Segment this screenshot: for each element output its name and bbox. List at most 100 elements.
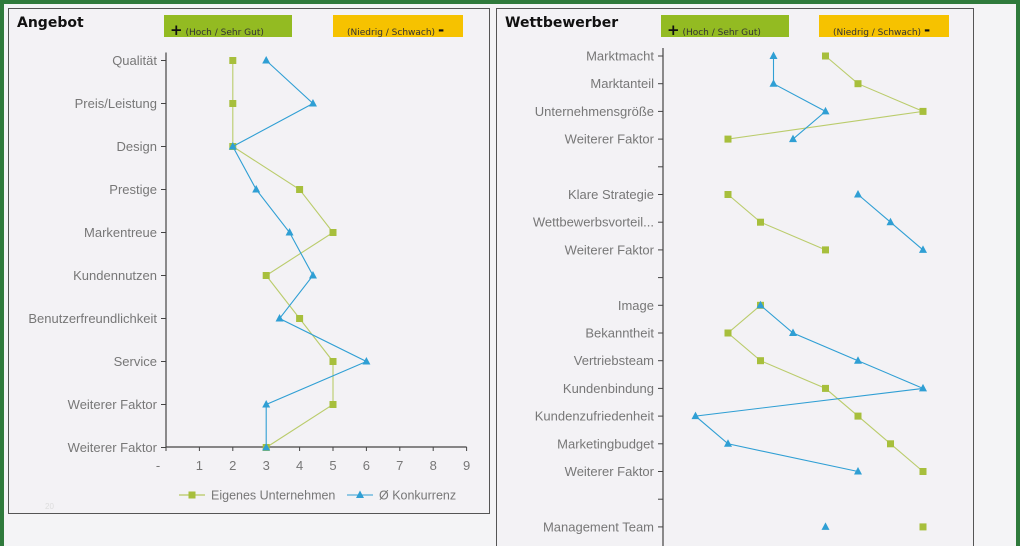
- square-marker: [887, 440, 894, 448]
- x-tick-label: 9: [463, 458, 470, 473]
- x-tick-label: 7: [396, 458, 403, 473]
- triangle-marker: [789, 328, 797, 336]
- chart-title: Angebot: [17, 15, 84, 31]
- category-label: Preis/Leistung: [75, 96, 157, 111]
- x-tick-label: 3: [263, 458, 270, 473]
- triangle-marker: [228, 142, 237, 150]
- triangle-marker: [854, 356, 862, 364]
- series-line: [232, 60, 368, 448]
- minus-badge: (Niedrig / Schwach) -: [333, 15, 463, 37]
- series-line: [727, 194, 826, 251]
- category-label: Unternehmensgröße: [535, 104, 654, 119]
- square-marker: [296, 186, 304, 193]
- category-label: Marktanteil: [590, 76, 654, 91]
- category-label: Markentreue: [84, 225, 157, 240]
- triangle-marker: [821, 522, 830, 530]
- category-label: Weiterer Faktor: [68, 397, 158, 412]
- x-tick-label: -: [156, 458, 160, 473]
- watermark: 20: [45, 502, 54, 511]
- plus-icon: +: [170, 21, 183, 37]
- wettbewerber-panel: Marktmacht Marktanteil Unternehmensgröße We…: [496, 8, 974, 546]
- chart-title: Wettbewerber: [505, 15, 619, 31]
- triangle-marker: [691, 411, 700, 420]
- minus-badge-label: (Niedrig / Schwach): [833, 28, 922, 37]
- plus-badge: + (Hoch / Sehr Gut): [164, 15, 292, 37]
- triangle-marker: [919, 245, 927, 253]
- legend-label: Ø Konkurrenz: [379, 489, 456, 503]
- minus-icon: -: [437, 21, 445, 37]
- category-label: Prestige: [109, 182, 157, 197]
- square-marker: [919, 107, 927, 115]
- category-label: Design: [117, 139, 157, 154]
- series-line: [772, 56, 827, 140]
- category-label: Image: [618, 298, 654, 313]
- category-label: Kundenzufriedenheit: [535, 409, 655, 424]
- triangle-marker: [262, 443, 271, 451]
- category-label: Weiterer Faktor: [565, 242, 655, 257]
- category-label: Marktmacht: [586, 49, 654, 64]
- minus-badge: (Niedrig / Schwach) -: [819, 15, 949, 37]
- triangle-marker: [262, 400, 271, 408]
- category-label: Vertriebsteam: [574, 353, 654, 368]
- triangle-marker: [919, 383, 927, 392]
- category-label: Wettbewerbsvorteil...: [533, 215, 654, 230]
- x-tick-label: 5: [329, 458, 336, 473]
- category-label: Marketingbudget: [557, 436, 654, 451]
- plus-badge: + (Hoch / Sehr Gut): [661, 15, 789, 37]
- category-label: Service: [114, 354, 157, 369]
- square-marker: [329, 229, 337, 236]
- triangle-marker: [308, 99, 317, 107]
- square-marker: [724, 191, 732, 198]
- series-line: [232, 60, 334, 448]
- square-marker: [919, 468, 927, 475]
- triangle-marker: [724, 439, 732, 447]
- x-tick-label: 2: [229, 458, 236, 473]
- square-marker: [724, 329, 732, 337]
- square-marker: [724, 135, 732, 143]
- square-marker: [822, 52, 829, 60]
- minus-icon: -: [923, 21, 931, 37]
- square-marker: [329, 358, 337, 365]
- category-label: Kundenbindung: [563, 381, 654, 396]
- category-label: Klare Strategie: [568, 187, 654, 202]
- angebot-panel: Qualität Preis/Leistung Design Prestige Mark…: [8, 8, 490, 514]
- x-tick-label: 8: [430, 458, 437, 473]
- square-marker: [757, 218, 764, 226]
- category-label: Weiterer Faktor: [68, 440, 158, 455]
- minus-badge-label: (Niedrig / Schwach): [347, 28, 436, 37]
- triangle-marker: [285, 228, 294, 236]
- x-tick-label: 6: [363, 458, 370, 473]
- triangle-marker: [362, 357, 371, 365]
- triangle-marker: [275, 314, 284, 322]
- square-marker: [229, 100, 237, 107]
- triangle-marker: [769, 79, 778, 87]
- square-marker: [296, 315, 304, 322]
- triangle-marker: [252, 185, 261, 193]
- category-label: Bekanntheit: [585, 326, 654, 341]
- plus-icon: +: [667, 21, 680, 37]
- category-label: Management Team: [543, 519, 654, 534]
- series-line: [727, 55, 926, 140]
- square-marker: [854, 80, 862, 88]
- triangle-marker: [308, 271, 317, 279]
- plus-badge-label: (Hoch / Sehr Gut): [682, 28, 761, 37]
- triangle-marker: [356, 490, 364, 498]
- square-marker: [822, 384, 829, 392]
- x-tick-label: 1: [196, 458, 203, 473]
- square-marker: [822, 246, 829, 254]
- x-tick-label: 4: [296, 458, 303, 473]
- square-marker: [757, 357, 764, 365]
- triangle-marker: [854, 467, 862, 475]
- square-marker: [188, 491, 196, 499]
- category-label: Weiterer Faktor: [565, 464, 655, 479]
- square-marker: [329, 401, 337, 408]
- square-marker: [262, 272, 270, 279]
- square-marker: [229, 57, 237, 64]
- triangle-marker: [886, 217, 895, 226]
- category-label: Benutzerfreundlichkeit: [28, 311, 157, 326]
- triangle-marker: [262, 56, 271, 64]
- category-label: Qualität: [112, 53, 157, 68]
- square-marker: [919, 523, 927, 531]
- plus-badge-label: (Hoch / Sehr Gut): [185, 28, 264, 37]
- triangle-marker: [789, 134, 797, 143]
